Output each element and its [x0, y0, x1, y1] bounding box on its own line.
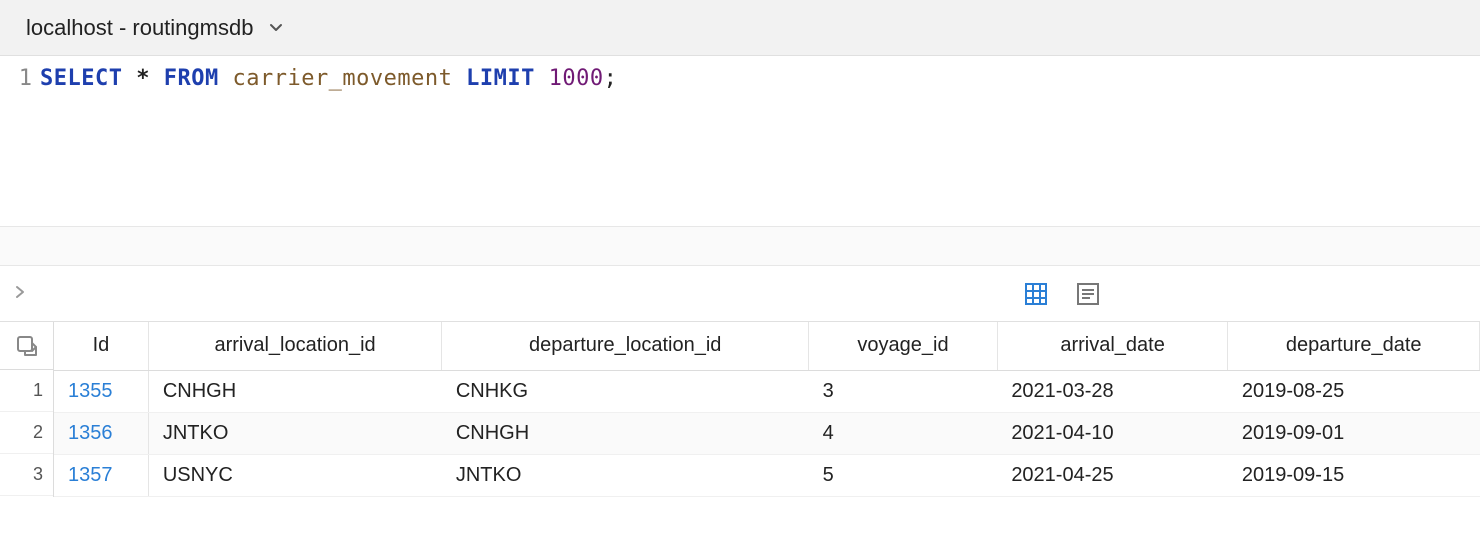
- results-toolbar: [0, 266, 1480, 322]
- cell-arrival-date[interactable]: 2021-03-28: [997, 370, 1228, 412]
- sql-semicolon: ;: [604, 66, 618, 91]
- cell-arrival-location-id[interactable]: USNYC: [148, 454, 441, 496]
- sql-limit-n: 1000: [549, 66, 604, 91]
- row-number[interactable]: 1: [0, 370, 53, 412]
- cell-departure-location-id[interactable]: CNHGH: [442, 412, 809, 454]
- kw-limit: LIMIT: [466, 66, 535, 91]
- row-number[interactable]: 2: [0, 412, 53, 454]
- row-number-header[interactable]: [0, 322, 53, 370]
- editor-results-divider: [0, 226, 1480, 266]
- cell-arrival-location-id[interactable]: CNHGH: [148, 370, 441, 412]
- grid-view-icon[interactable]: [1024, 282, 1048, 306]
- cell-departure-location-id[interactable]: CNHKG: [442, 370, 809, 412]
- cell-arrival-date[interactable]: 2021-04-25: [997, 454, 1228, 496]
- sql-table-name: carrier_movement: [232, 66, 452, 91]
- cell-id[interactable]: 1356: [54, 412, 148, 454]
- cell-departure-location-id[interactable]: JNTKO: [442, 454, 809, 496]
- column-header-departure-date[interactable]: departure_date: [1228, 322, 1480, 370]
- cell-departure-date[interactable]: 2019-08-25: [1228, 370, 1480, 412]
- cell-departure-date[interactable]: 2019-09-15: [1228, 454, 1480, 496]
- sql-code[interactable]: SELECT * FROM carrier_movement LIMIT 100…: [40, 56, 617, 226]
- column-header-arrival-date[interactable]: arrival_date: [997, 322, 1228, 370]
- cell-voyage-id[interactable]: 4: [809, 412, 998, 454]
- column-header-departure-location-id[interactable]: departure_location_id: [442, 322, 809, 370]
- column-header-id[interactable]: Id: [54, 322, 148, 370]
- results-table: Id arrival_location_id departure_locatio…: [54, 322, 1480, 497]
- cell-arrival-date[interactable]: 2021-04-10: [997, 412, 1228, 454]
- line-number: 1: [0, 66, 32, 91]
- cell-id[interactable]: 1357: [54, 454, 148, 496]
- row-number-column: 1 2 3: [0, 322, 54, 497]
- table-row[interactable]: 1357 USNYC JNTKO 5 2021-04-25 2019-09-15: [54, 454, 1480, 496]
- chevron-right-icon[interactable]: [14, 283, 26, 304]
- cell-id[interactable]: 1355: [54, 370, 148, 412]
- column-header-voyage-id[interactable]: voyage_id: [809, 322, 998, 370]
- chevron-down-icon: [269, 21, 283, 35]
- editor-gutter: 1: [0, 56, 40, 226]
- results-grid: 1 2 3 Id arrival_location_id departure_l…: [0, 322, 1480, 497]
- table-row[interactable]: 1355 CNHGH CNHKG 3 2021-03-28 2019-08-25: [54, 370, 1480, 412]
- sql-star: *: [136, 66, 150, 91]
- sql-editor[interactable]: 1 SELECT * FROM carrier_movement LIMIT 1…: [0, 56, 1480, 226]
- cell-arrival-location-id[interactable]: JNTKO: [148, 412, 441, 454]
- kw-from: FROM: [164, 66, 219, 91]
- kw-select: SELECT: [40, 66, 122, 91]
- column-header-arrival-location-id[interactable]: arrival_location_id: [148, 322, 441, 370]
- table-row[interactable]: 1356 JNTKO CNHGH 4 2021-04-10 2019-09-01: [54, 412, 1480, 454]
- cell-voyage-id[interactable]: 3: [809, 370, 998, 412]
- row-number[interactable]: 3: [0, 454, 53, 496]
- connection-selector[interactable]: localhost - routingmsdb: [0, 0, 1480, 56]
- text-view-icon[interactable]: [1076, 282, 1100, 306]
- cell-voyage-id[interactable]: 5: [809, 454, 998, 496]
- cell-departure-date[interactable]: 2019-09-01: [1228, 412, 1480, 454]
- connection-label: localhost - routingmsdb: [26, 15, 253, 41]
